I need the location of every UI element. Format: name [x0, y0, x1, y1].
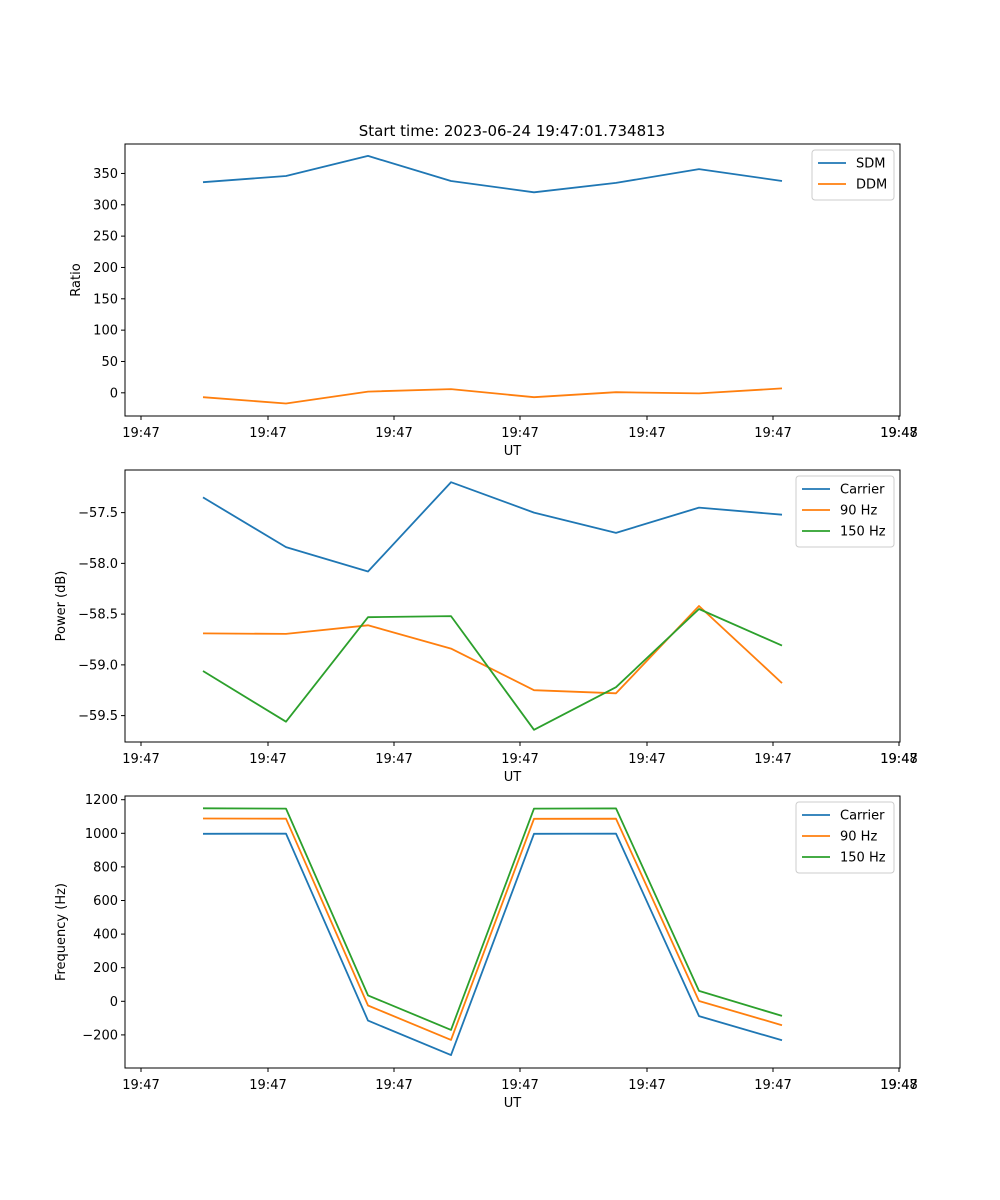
y-tick-label: 800: [93, 860, 118, 875]
legend-entry: Carrier: [840, 809, 885, 824]
legend-box: [795, 475, 895, 548]
x-tick-label: 19:47: [375, 426, 412, 441]
x-axis-label: UT: [504, 444, 522, 459]
y-tick-label: 0: [110, 995, 118, 1010]
legend-entry: 90 Hz: [840, 504, 877, 519]
x-tick-label: 19:47: [628, 1078, 665, 1093]
y-tick-label: −59.0: [78, 658, 118, 673]
x-tick-label: 19:47: [754, 752, 791, 767]
legend-box: [795, 801, 895, 874]
y-tick-label: 50: [101, 355, 118, 370]
series-line-90-hz: [202, 817, 783, 1041]
x-tick-label: 19:47: [754, 426, 791, 441]
x-axis-label: UT: [504, 770, 522, 785]
legend-entry: 150 Hz: [840, 851, 886, 866]
legend: Carrier 90 Hz 150 Hz: [795, 801, 895, 874]
x-tick-label: 19:47: [628, 426, 665, 441]
y-tick-label: −57.5: [78, 506, 118, 521]
x-tick-label: 19:47: [375, 752, 412, 767]
chart-panel-3: 19:47 19:47 19:47 19:47 19:47 19:47 19:4719:48…: [54, 793, 918, 1111]
x-tick-label: 19:47: [249, 426, 286, 441]
x-tick-label: 19:47: [375, 1078, 412, 1093]
series-line-ddm: [202, 387, 783, 405]
y-axis-label: Ratio: [69, 263, 84, 296]
x-tick-label: 19:47: [249, 752, 286, 767]
legend: Carrier 90 Hz 150 Hz: [795, 475, 895, 548]
legend-entry: DDM: [856, 178, 887, 193]
y-tick-label: 350: [93, 167, 118, 182]
legend-entry: Carrier: [840, 483, 885, 498]
y-tick-label: 250: [93, 230, 118, 245]
x-tick-label: 19:47: [501, 1078, 538, 1093]
legend-entry: 150 Hz: [840, 525, 886, 540]
series-line-carrier: [202, 481, 783, 573]
series-line-carrier: [202, 832, 783, 1056]
x-tick-label: 19:47: [122, 752, 159, 767]
y-tick-label: 1200: [85, 793, 118, 808]
x-tick-label: 19:47: [880, 752, 917, 767]
legend: SDM DDM: [811, 149, 895, 201]
x-tick-label: 19:47: [249, 1078, 286, 1093]
y-tick-label: 200: [93, 961, 118, 976]
x-tick-label: 19:47: [501, 426, 538, 441]
y-tick-label: 0: [110, 386, 118, 401]
x-tick-label: 19:47: [628, 752, 665, 767]
series-line-sdm: [202, 154, 783, 194]
series-line-150-hz: [202, 608, 783, 731]
x-tick-label: 19:47: [122, 426, 159, 441]
chart-panel-1: 19:47 19:47 19:47 19:47 19:47 19:47 19:4719:48…: [69, 143, 918, 459]
y-axis-label: Frequency (Hz): [54, 883, 69, 981]
y-tick-label: −200: [82, 1028, 118, 1043]
y-tick-label: 600: [93, 894, 118, 909]
y-tick-label: 150: [93, 292, 118, 307]
legend-entry: 90 Hz: [840, 830, 877, 845]
series-line-90-hz: [202, 605, 783, 695]
plot-frame: [124, 795, 901, 1069]
y-tick-label: 400: [93, 928, 118, 943]
x-tick-label: 19:47: [880, 1078, 917, 1093]
y-tick-label: −58.5: [78, 608, 118, 623]
chart-panel-2: 19:47 19:47 19:47 19:47 19:47 19:47 19:4719:48…: [54, 469, 918, 785]
chart-panels: 19:47 19:47 19:47 19:47 19:47 19:47 19:4719:48…: [54, 143, 918, 1111]
x-tick-label: 19:48: [880, 1078, 917, 1093]
x-tick-label: 19:47: [880, 426, 917, 441]
y-tick-label: −59.5: [78, 709, 118, 724]
plot-frame: [124, 469, 901, 743]
x-tick-label: 19:47: [122, 1078, 159, 1093]
y-tick-label: 300: [93, 198, 118, 213]
y-tick-label: 1000: [85, 827, 118, 842]
y-tick-label: −58.0: [78, 557, 118, 572]
y-axis-label: Power (dB): [54, 571, 69, 642]
figure-title: Start time: 2023-06-24 19:47:01.734813: [359, 122, 665, 140]
x-tick-label: 19:48: [880, 426, 917, 441]
y-tick-label: 200: [93, 261, 118, 276]
series-line-150-hz: [202, 807, 783, 1031]
plot-frame: [124, 143, 901, 417]
x-tick-label: 19:47: [501, 752, 538, 767]
x-axis-label: UT: [504, 1096, 522, 1111]
legend-entry: SDM: [856, 157, 885, 172]
y-tick-label: 100: [93, 324, 118, 339]
x-tick-label: 19:47: [754, 1078, 791, 1093]
x-tick-label: 19:48: [880, 752, 917, 767]
